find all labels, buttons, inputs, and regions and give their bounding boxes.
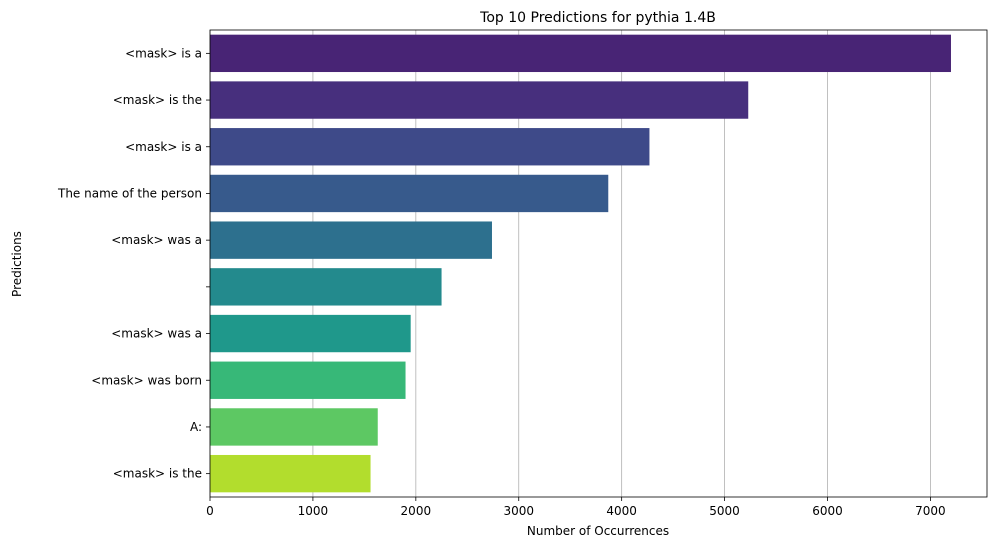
x-tick-label: 0 bbox=[206, 504, 214, 518]
y-tick-label: <mask> was a bbox=[111, 327, 202, 341]
x-tick-label: 6000 bbox=[812, 504, 843, 518]
x-tick-label: 4000 bbox=[606, 504, 637, 518]
bars bbox=[210, 34, 951, 493]
bar-9 bbox=[210, 408, 378, 446]
y-tick-label: <mask> was a bbox=[111, 233, 202, 247]
y-axis-ticks: <mask> is a <mask> is the <mask> is a The n… bbox=[57, 46, 210, 481]
bar-10 bbox=[210, 454, 371, 493]
y-tick-label: <mask> is a bbox=[125, 46, 202, 60]
y-tick-label: <mask> is the bbox=[113, 93, 202, 107]
y-tick-label: <mask> is a bbox=[125, 140, 202, 154]
x-tick-label: 3000 bbox=[503, 504, 534, 518]
x-axis-ticks: 0 1000 2000 3000 4000 5000 6000 7000 bbox=[206, 497, 946, 518]
bar-8 bbox=[210, 361, 406, 399]
chart-title: Top 10 Predictions for pythia 1.4B bbox=[479, 10, 716, 26]
x-tick-label: 1000 bbox=[298, 504, 329, 518]
x-tick-label: 7000 bbox=[915, 504, 946, 518]
x-tick-label: 2000 bbox=[401, 504, 432, 518]
y-tick-label: <mask> was born bbox=[91, 373, 202, 387]
y-tick-label: <mask> is the bbox=[113, 467, 202, 481]
y-tick-label: A: bbox=[190, 420, 202, 434]
y-tick-label: The name of the person bbox=[57, 186, 202, 200]
bar-7 bbox=[210, 314, 411, 353]
bar-4 bbox=[210, 174, 609, 213]
y-axis-label: Predictions bbox=[10, 231, 24, 297]
bar-3 bbox=[210, 128, 650, 166]
bar-5 bbox=[210, 221, 492, 259]
plot-frame bbox=[209, 29, 988, 498]
bar-2 bbox=[210, 81, 749, 119]
bar-6 bbox=[210, 268, 442, 306]
x-tick-label: 5000 bbox=[709, 504, 740, 518]
x-axis-label: Number of Occurrences bbox=[527, 524, 669, 538]
bar-1 bbox=[210, 34, 951, 73]
